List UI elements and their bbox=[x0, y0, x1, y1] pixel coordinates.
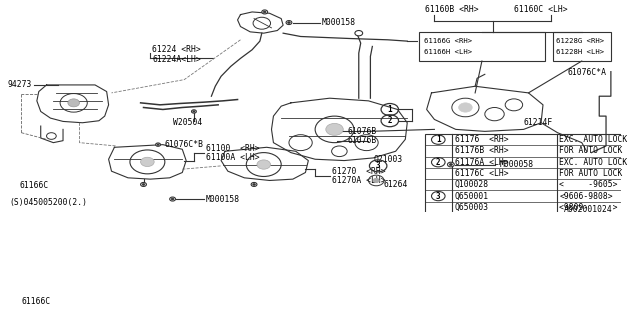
Text: 61176C <LH>: 61176C <LH> bbox=[455, 169, 508, 178]
Text: <9809-     >: <9809- > bbox=[559, 203, 618, 212]
Text: EXC. AUTO LOCK: EXC. AUTO LOCK bbox=[559, 158, 628, 167]
Text: 1: 1 bbox=[387, 105, 392, 114]
Circle shape bbox=[373, 179, 379, 182]
Circle shape bbox=[287, 22, 291, 23]
Circle shape bbox=[172, 198, 174, 200]
Text: <     -9605>: < -9605> bbox=[559, 180, 618, 189]
Text: 61076C*B: 61076C*B bbox=[165, 140, 204, 149]
Text: 61264: 61264 bbox=[383, 180, 408, 189]
Text: 61166C: 61166C bbox=[19, 181, 49, 190]
Circle shape bbox=[141, 182, 147, 187]
Circle shape bbox=[286, 20, 292, 25]
Text: 61270  <RH>: 61270 <RH> bbox=[332, 167, 385, 176]
Text: 61076B: 61076B bbox=[347, 136, 376, 145]
Circle shape bbox=[262, 10, 268, 14]
Circle shape bbox=[142, 184, 145, 185]
Circle shape bbox=[459, 103, 472, 112]
Text: 2: 2 bbox=[436, 158, 440, 167]
Text: FOR AUTO LOCK: FOR AUTO LOCK bbox=[559, 169, 623, 178]
Text: 94273: 94273 bbox=[8, 80, 32, 89]
Text: 2: 2 bbox=[387, 116, 392, 125]
Text: 61270A <LH>: 61270A <LH> bbox=[332, 176, 385, 185]
Bar bbox=[553, 32, 611, 61]
Text: 61100  <RH>: 61100 <RH> bbox=[205, 144, 259, 153]
Text: 61076B: 61076B bbox=[347, 127, 376, 136]
Text: 61160B <RH>: 61160B <RH> bbox=[425, 5, 478, 14]
Text: 61100A <LH>: 61100A <LH> bbox=[205, 153, 259, 163]
Text: <9606-9808>: <9606-9808> bbox=[559, 192, 613, 201]
Text: EXC. AUTO LOCK: EXC. AUTO LOCK bbox=[559, 135, 628, 144]
Text: 3: 3 bbox=[376, 161, 380, 170]
Circle shape bbox=[355, 30, 363, 36]
Text: 61176B <RH>: 61176B <RH> bbox=[455, 147, 508, 156]
Circle shape bbox=[170, 197, 175, 201]
Text: 3: 3 bbox=[436, 192, 440, 201]
Text: 61166H <LH>: 61166H <LH> bbox=[424, 49, 472, 55]
Circle shape bbox=[191, 110, 196, 113]
Text: 61228H <LH>: 61228H <LH> bbox=[556, 49, 604, 55]
Circle shape bbox=[264, 11, 266, 13]
Bar bbox=[425, 134, 640, 213]
Text: A602001024: A602001024 bbox=[564, 205, 613, 214]
Text: M000158: M000158 bbox=[322, 18, 356, 27]
Text: (S)045005200(2.): (S)045005200(2.) bbox=[10, 198, 88, 207]
Circle shape bbox=[326, 124, 343, 135]
Text: 61176  <RH>: 61176 <RH> bbox=[455, 135, 508, 144]
Text: 61076C*A: 61076C*A bbox=[567, 68, 606, 77]
Text: Q650001: Q650001 bbox=[455, 192, 489, 201]
Text: 1: 1 bbox=[436, 135, 440, 144]
Circle shape bbox=[156, 143, 161, 146]
Text: 61166C: 61166C bbox=[21, 297, 51, 306]
Circle shape bbox=[251, 182, 257, 187]
Circle shape bbox=[141, 157, 154, 166]
Text: 61224A<LH>: 61224A<LH> bbox=[152, 55, 201, 64]
Text: M000158: M000158 bbox=[205, 195, 240, 204]
Text: 61228G <RH>: 61228G <RH> bbox=[556, 38, 604, 44]
Text: M000058: M000058 bbox=[499, 160, 534, 169]
Text: FOR AUTO LOCK: FOR AUTO LOCK bbox=[559, 147, 623, 156]
Text: 61166G <RH>: 61166G <RH> bbox=[424, 38, 472, 44]
Text: 61214F: 61214F bbox=[524, 118, 553, 127]
Text: Q100028: Q100028 bbox=[455, 180, 489, 189]
Circle shape bbox=[253, 184, 255, 185]
Text: 61176A <LH>: 61176A <LH> bbox=[455, 158, 508, 167]
Circle shape bbox=[157, 144, 159, 145]
Text: W20504: W20504 bbox=[173, 118, 202, 127]
Circle shape bbox=[447, 162, 454, 167]
Circle shape bbox=[257, 160, 271, 169]
Text: 61160C <LH>: 61160C <LH> bbox=[514, 5, 568, 14]
Text: 61224 <RH>: 61224 <RH> bbox=[152, 45, 201, 54]
Circle shape bbox=[449, 164, 452, 165]
Text: Q21003: Q21003 bbox=[373, 155, 403, 164]
Circle shape bbox=[68, 99, 79, 107]
Bar bbox=[419, 32, 545, 61]
Circle shape bbox=[193, 111, 195, 112]
Text: Q650003: Q650003 bbox=[455, 203, 489, 212]
